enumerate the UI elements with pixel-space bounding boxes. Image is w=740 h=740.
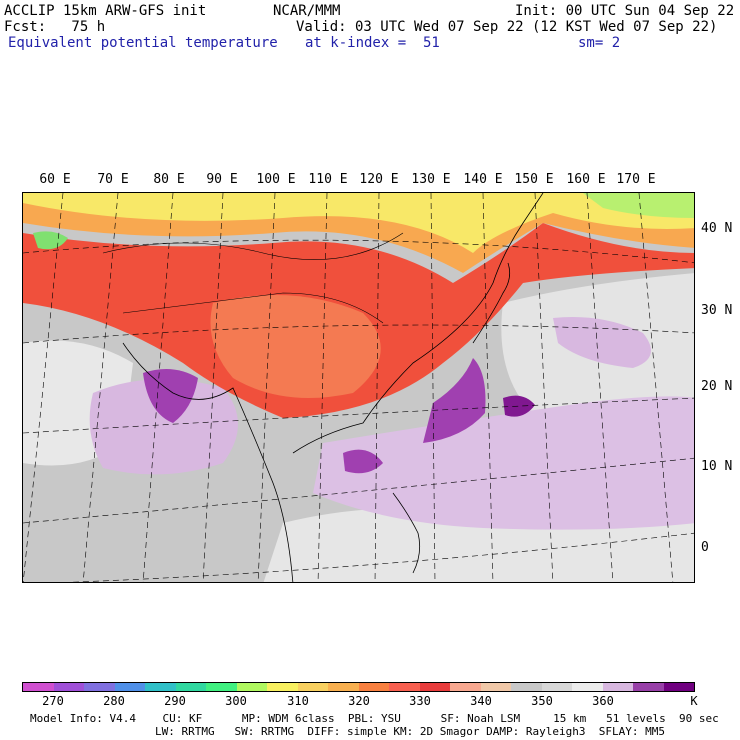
colorbar-label-280: 280 (103, 694, 125, 708)
colorbar-swatch (663, 683, 694, 691)
lat-label-20n: 20 N (701, 379, 733, 394)
colorbar-label-320: 320 (348, 694, 370, 708)
lon-label-90e: 90 E (206, 172, 238, 187)
graticule (23, 193, 694, 582)
init-time: Init: 00 UTC Sun 04 Sep 22 (515, 3, 735, 19)
purple-core-scs (343, 449, 383, 474)
lon-label-140e: 140 E (463, 172, 503, 187)
theta-e-map (22, 192, 695, 583)
colorbar-label-330: 330 (409, 694, 431, 708)
colorbar-label-270: 270 (42, 694, 64, 708)
lat-label-0: 0 (701, 540, 709, 555)
colorbar-swatch (206, 683, 237, 691)
lon-label-120e: 120 E (359, 172, 399, 187)
lon-label-80e: 80 E (153, 172, 185, 187)
model-info-line2: LW: RRTMG SW: RRTMG DIFF: simple KM: 2D … (155, 725, 665, 738)
colorbar-swatch (480, 683, 511, 691)
field-name: Equivalent potential temperature (8, 35, 278, 51)
colorbar-swatch (358, 683, 389, 691)
purple-core-east (503, 395, 535, 417)
lat-label-40n: 40 N (701, 221, 733, 236)
colorbar-label-350: 350 (531, 694, 553, 708)
colorbar (22, 682, 695, 692)
colorbar-swatch (23, 683, 54, 691)
colorbar-swatch (267, 683, 298, 691)
purple-core-philippine-sea (423, 358, 486, 443)
lon-label-70e: 70 E (97, 172, 129, 187)
colorbar-unit: K (690, 694, 698, 708)
lon-label-100e: 100 E (256, 172, 296, 187)
colorbar-label-300: 300 (225, 694, 247, 708)
country-borders (102, 232, 404, 324)
level-label: at k-index = 51 (305, 35, 440, 51)
valid-time: Valid: 03 UTC Wed 07 Sep 22 (12 KST Wed … (296, 19, 718, 35)
orange-red-core (210, 295, 381, 398)
colorbar-swatch (450, 683, 481, 691)
colorbar-swatch (175, 683, 206, 691)
yellow-band (23, 193, 694, 253)
green-patch-northeast (583, 193, 694, 218)
model-info-line1: Model Info: V4.4 CU: KF MP: WDM 6class P… (30, 712, 719, 725)
colorbar-swatch (114, 683, 145, 691)
colorbar-swatch (53, 683, 84, 691)
model-title: ACCLIP 15km ARW-GFS init (4, 3, 207, 19)
coastline-japan (472, 262, 511, 344)
lon-label-150e: 150 E (514, 172, 554, 187)
colorbar-swatch (328, 683, 359, 691)
colorbar-swatch (236, 683, 267, 691)
smoothing-label: sm= 2 (578, 35, 621, 51)
lat-label-30n: 30 N (701, 303, 733, 318)
lon-label-60e: 60 E (39, 172, 71, 187)
colorbar-label-340: 340 (470, 694, 492, 708)
lon-label-170e: 170 E (616, 172, 656, 187)
purple-core-bengal (143, 369, 198, 423)
colorbar-swatch (297, 683, 328, 691)
colorbar-label-310: 310 (287, 694, 309, 708)
lilac-zone-pacific (313, 396, 694, 530)
colorbar-swatch (145, 683, 176, 691)
lon-label-160e: 160 E (566, 172, 606, 187)
colorbar-swatch (389, 683, 420, 691)
colorbar-label-360: 360 (592, 694, 614, 708)
colorbar-swatch (633, 683, 664, 691)
lon-label-130e: 130 E (411, 172, 451, 187)
lat-label-10n: 10 N (701, 459, 733, 474)
colorbar-label-290: 290 (164, 694, 186, 708)
forecast-hour: Fcst: 75 h (4, 19, 106, 35)
coastline-philippines (392, 492, 421, 574)
green-patch-west (33, 231, 68, 250)
colorbar-swatch (541, 683, 572, 691)
colorbar-swatch (511, 683, 542, 691)
lilac-zone-india (89, 379, 239, 475)
colorbar-swatch (419, 683, 450, 691)
colorbar-swatch (572, 683, 603, 691)
colorbar-swatch (602, 683, 633, 691)
organization-label: NCAR/MMM (273, 3, 341, 19)
coastline-asia (122, 193, 544, 582)
colorbar-swatch (84, 683, 115, 691)
lon-label-110e: 110 E (308, 172, 348, 187)
